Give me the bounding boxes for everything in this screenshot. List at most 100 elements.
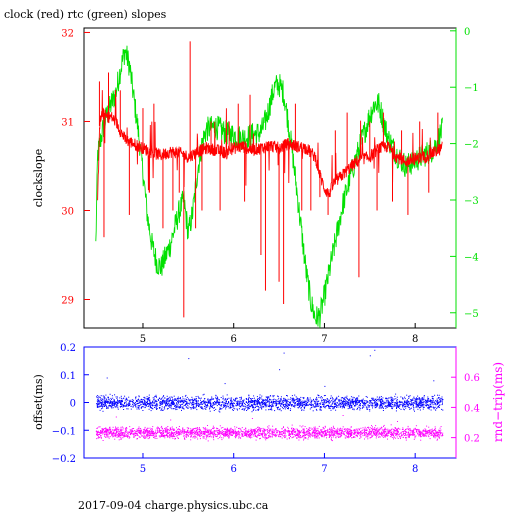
offset-point xyxy=(144,407,146,409)
roundtrip-point xyxy=(324,433,326,435)
offset-point xyxy=(174,399,175,401)
offset-point xyxy=(426,405,427,407)
roundtrip-point xyxy=(307,438,309,440)
offset-point xyxy=(402,398,404,400)
roundtrip-point xyxy=(96,432,98,434)
roundtrip-point xyxy=(114,429,116,431)
offset-point xyxy=(167,402,169,404)
roundtrip-point xyxy=(284,431,286,433)
roundtrip-point xyxy=(383,429,385,431)
roundtrip-point xyxy=(318,432,320,434)
offset-point xyxy=(393,398,395,400)
roundtrip-point xyxy=(295,430,297,432)
offset-point xyxy=(236,401,238,403)
offset-point xyxy=(315,403,317,405)
roundtrip-point xyxy=(142,429,144,431)
offset-point xyxy=(315,402,316,404)
roundtrip-point xyxy=(171,429,173,431)
roundtrip-point xyxy=(241,427,243,429)
offset-point xyxy=(441,396,443,398)
offset-point xyxy=(252,406,254,408)
offset-point xyxy=(152,408,154,410)
roundtrip-point xyxy=(426,431,428,433)
offset-point xyxy=(432,404,434,406)
roundtrip-point xyxy=(420,433,422,435)
roundtrip-point xyxy=(222,427,224,428)
roundtrip-point xyxy=(249,437,251,438)
offset-point xyxy=(437,400,438,402)
roundtrip-point xyxy=(224,430,226,432)
roundtrip-point xyxy=(345,435,347,437)
offset-point xyxy=(160,403,162,405)
offset-point xyxy=(344,396,346,398)
offset-point xyxy=(191,396,193,398)
offset-point xyxy=(227,403,229,404)
roundtrip-point xyxy=(308,431,310,433)
offset-point xyxy=(265,405,267,407)
offset-point xyxy=(366,408,368,410)
offset-point xyxy=(320,409,322,411)
roundtrip-point xyxy=(181,430,183,432)
roundtrip-point xyxy=(204,428,206,430)
rtc-slope-line xyxy=(95,45,443,328)
roundtrip-point xyxy=(395,427,396,429)
roundtrip-point xyxy=(433,436,435,438)
offset-point xyxy=(402,408,404,410)
offset-point xyxy=(365,406,367,408)
roundtrip-point xyxy=(362,435,364,437)
offset-point xyxy=(104,397,106,399)
roundtrip-point xyxy=(408,436,410,438)
offset-point xyxy=(329,406,330,408)
roundtrip-point xyxy=(134,433,136,435)
offset-point xyxy=(138,408,140,410)
roundtrip-point xyxy=(238,427,240,429)
roundtrip-point xyxy=(437,433,439,435)
offset-point xyxy=(336,402,338,404)
roundtrip-point xyxy=(165,430,167,432)
offset-point xyxy=(426,402,428,404)
roundtrip-point xyxy=(352,433,354,435)
roundtrip-point xyxy=(315,428,317,430)
offset-point xyxy=(402,403,404,405)
offset-point xyxy=(303,402,305,404)
offset-point xyxy=(217,402,219,403)
offset-point xyxy=(112,401,114,403)
offset-point xyxy=(257,400,259,402)
roundtrip-point xyxy=(402,428,404,430)
roundtrip-point xyxy=(154,435,156,437)
offset-point xyxy=(166,398,168,399)
offset-point xyxy=(252,401,254,403)
offset-point xyxy=(148,399,150,400)
roundtrip-point xyxy=(439,427,441,429)
roundtrip-point xyxy=(346,429,348,431)
offset-point xyxy=(395,398,397,400)
top-left-tick-label: 31 xyxy=(61,117,74,128)
roundtrip-point xyxy=(125,427,127,428)
offset-point xyxy=(151,408,153,409)
roundtrip-point xyxy=(231,429,233,430)
offset-point xyxy=(273,402,275,404)
roundtrip-point xyxy=(373,433,375,434)
roundtrip-point xyxy=(156,433,157,435)
offset-point xyxy=(258,400,259,401)
roundtrip-point xyxy=(296,432,298,434)
roundtrip-point xyxy=(182,427,184,429)
roundtrip-point xyxy=(149,435,151,436)
roundtrip-point xyxy=(416,430,418,432)
roundtrip-point xyxy=(321,431,322,433)
offset-point xyxy=(392,404,394,406)
offset-point xyxy=(382,407,384,409)
roundtrip-point xyxy=(121,434,123,436)
roundtrip-point xyxy=(347,428,349,429)
roundtrip-point xyxy=(96,438,98,440)
offset-point xyxy=(334,406,336,408)
roundtrip-point xyxy=(288,430,290,431)
roundtrip-point xyxy=(157,431,159,433)
offset-point xyxy=(402,397,403,399)
offset-point xyxy=(414,400,416,402)
offset-point xyxy=(126,398,128,400)
offset-point xyxy=(102,399,104,401)
offset-point xyxy=(412,405,414,407)
offset-point xyxy=(213,398,215,400)
offset-point xyxy=(152,404,154,406)
